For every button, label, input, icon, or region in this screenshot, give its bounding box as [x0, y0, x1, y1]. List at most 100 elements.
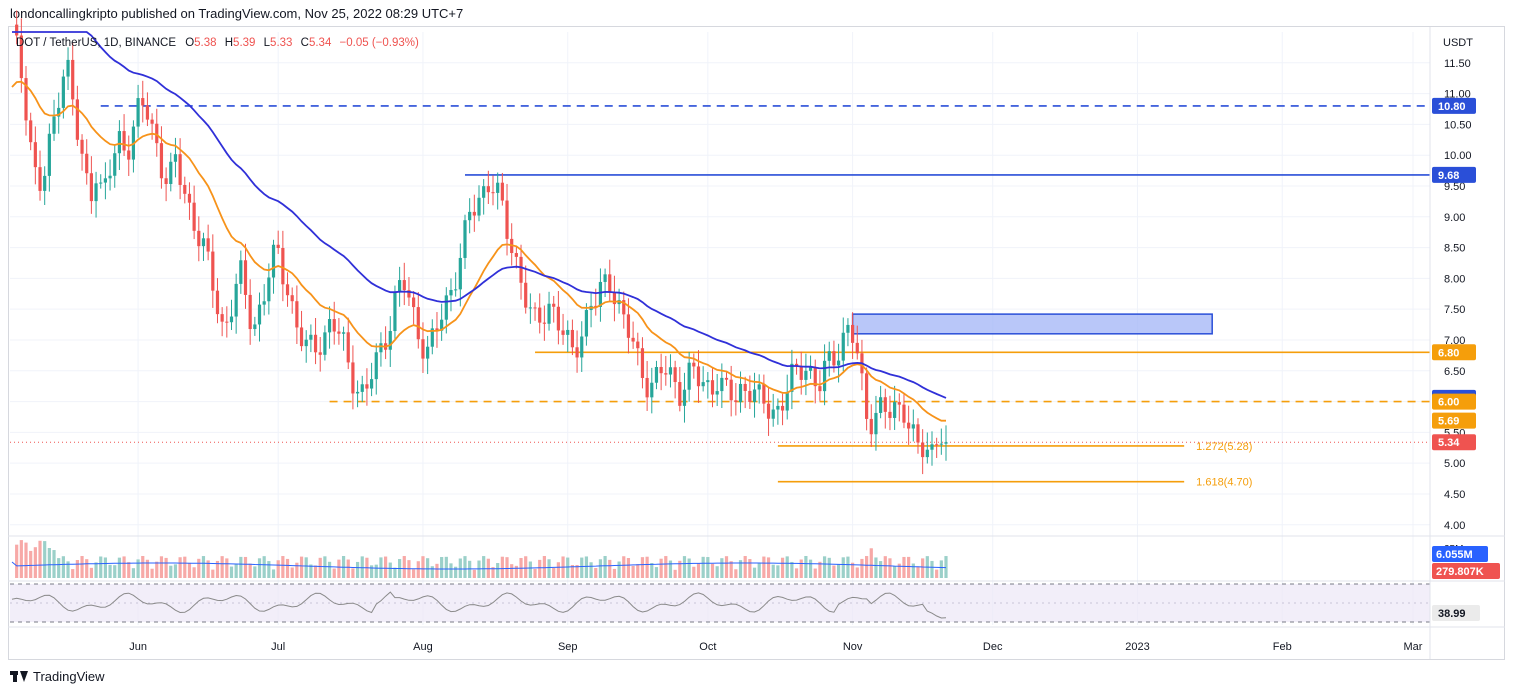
volume-bar: [295, 562, 299, 578]
candle-body: [696, 366, 701, 387]
legend-low-label: L: [264, 37, 271, 49]
candle-body: [75, 99, 79, 140]
volume-bar: [902, 556, 906, 578]
legend-high-label: H: [225, 37, 233, 49]
candle-body: [117, 131, 122, 154]
volume-bar: [888, 558, 892, 578]
volume-bar: [239, 556, 243, 578]
candle-body: [729, 379, 733, 401]
candle-body: [374, 352, 378, 380]
volume-bar: [444, 556, 448, 578]
candle-body: [491, 192, 495, 194]
volume-bar: [113, 565, 117, 578]
candle-body: [94, 183, 98, 202]
volume-bar: [150, 568, 154, 578]
candle-body: [426, 346, 430, 359]
tradingview-logo-icon: [10, 671, 28, 682]
y-tick-label: 9.00: [1444, 212, 1465, 224]
volume-bar: [556, 562, 560, 578]
price-label-tag: [1432, 434, 1476, 451]
candle-body: [309, 334, 313, 340]
candle-body: [365, 384, 369, 389]
candle-body: [580, 336, 584, 358]
candle-body: [150, 119, 154, 124]
rsi-value: 38.99: [1438, 608, 1466, 620]
candle-body: [201, 238, 206, 247]
candle-body: [612, 292, 617, 305]
price-label-tag: [1432, 344, 1476, 361]
y-tick-label: 6.50: [1444, 366, 1465, 378]
volume-bar: [724, 556, 729, 578]
candle-body: [173, 154, 178, 162]
candle-body: [907, 422, 911, 429]
y-tick-label: 4.00: [1444, 520, 1465, 532]
candle-body: [99, 182, 103, 184]
volume-bar: [631, 565, 635, 578]
x-tick-label: Mar: [1404, 641, 1423, 653]
volume-bar: [103, 557, 107, 578]
volume-bar: [944, 556, 948, 578]
legend-open: 5.38: [194, 37, 216, 49]
x-tick-label: Aug: [413, 641, 433, 653]
y-tick-label: 10.50: [1444, 119, 1472, 131]
candle-body: [874, 412, 878, 435]
volume-bar: [183, 556, 187, 578]
candle-body: [257, 304, 262, 325]
volume-bar: [136, 559, 140, 578]
volume-bar: [85, 559, 89, 578]
candle-body: [281, 247, 285, 285]
candle-body: [538, 307, 542, 323]
volume-bar: [692, 566, 696, 578]
candle-body: [776, 405, 780, 410]
volume-bar: [748, 559, 752, 578]
tradingview-footer[interactable]: TradingView: [10, 669, 105, 684]
volume-bar: [346, 559, 350, 578]
price-label-tag: [1432, 393, 1476, 410]
volume-bar: [687, 558, 691, 578]
volume-bar: [99, 556, 103, 578]
volume-bar: [19, 540, 23, 578]
volume-ma-value: 6.055M: [1436, 549, 1473, 561]
volume-bar: [794, 568, 799, 578]
volume-bar: [640, 557, 645, 578]
volume-bar: [491, 567, 495, 578]
y-tick-label: 11.50: [1444, 58, 1471, 70]
candle-body: [724, 377, 729, 380]
candle-body: [542, 322, 546, 324]
candle-body: [734, 400, 738, 403]
candle-body: [211, 251, 215, 291]
y-tick-label: 5.00: [1444, 458, 1465, 470]
candle-body: [220, 314, 224, 322]
candle-body: [687, 362, 691, 390]
volume-last-tag: [1432, 563, 1500, 579]
candle-body: [832, 351, 836, 366]
candle-body: [556, 306, 560, 331]
volume-bar: [869, 548, 873, 578]
ema-20-line: [11, 80, 946, 422]
x-tick-label: 2023: [1125, 641, 1149, 653]
volume-bar: [710, 563, 715, 578]
volume-bar: [178, 557, 182, 578]
volume-bar: [122, 556, 126, 578]
candle-body: [939, 443, 943, 445]
volume-bar: [505, 557, 509, 578]
volume-bar: [71, 569, 75, 578]
volume-bar: [832, 565, 836, 578]
candle-body: [706, 380, 710, 383]
candle-body: [323, 332, 327, 355]
candle-body: [454, 289, 458, 291]
volume-bar: [547, 559, 551, 578]
volume-bar: [430, 566, 434, 578]
volume-bar: [80, 556, 84, 578]
volume-bar: [617, 561, 621, 578]
ema-50-line: [12, 31, 947, 399]
volume-bar: [836, 564, 841, 578]
price-label-text: 6.00: [1438, 397, 1459, 409]
volume-bar: [673, 569, 677, 578]
volume-bar: [879, 561, 883, 578]
volume-bar: [846, 556, 850, 578]
candle-body: [944, 442, 948, 444]
candle-body: [888, 411, 892, 418]
price-label-tag: [1432, 412, 1476, 429]
